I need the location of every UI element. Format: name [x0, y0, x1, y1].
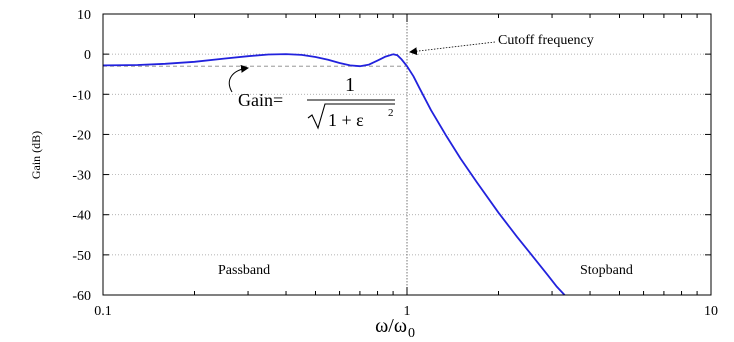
passband-label: Passband [218, 263, 270, 278]
x-tick-label: 10 [704, 304, 718, 319]
gain-formula-denominator: 1 + ε [328, 110, 364, 130]
y-tick-label: -30 [72, 169, 91, 184]
gain-formula: Gain= 1 1 + ε 2 [238, 74, 395, 130]
x-tick-label: 0.1 [94, 304, 112, 319]
x-axis-label: ω/ω [375, 315, 407, 337]
y-tick-label: -20 [72, 128, 91, 143]
y-tick-label: -10 [72, 88, 91, 103]
y-tick-label: -40 [72, 209, 91, 224]
gain-response-line [102, 53, 566, 296]
sqrt-symbol [307, 103, 395, 130]
gain-arrow [228, 64, 249, 93]
x-tick-label: 1 [404, 304, 411, 319]
y-axis-label: Gain (dB) [29, 131, 43, 179]
y-tick-label: -60 [72, 289, 91, 304]
y-tick-label: 0 [84, 48, 91, 63]
gain-formula-prefix: Gain= [238, 90, 283, 110]
gain-formula-numerator: 1 [345, 74, 355, 96]
stopband-label: Stopband [580, 263, 633, 278]
axis-ticks [102, 13, 712, 296]
y-tick-label: -50 [72, 249, 91, 264]
gain-formula-exponent: 2 [388, 107, 394, 119]
x-tick-labels: 0.1 1 10 [94, 304, 718, 319]
y-tick-labels: 10 0 -10 -20 -30 -40 -50 -60 [72, 8, 91, 304]
series-layer [102, 53, 566, 296]
y-tick-label: 10 [77, 8, 91, 23]
cutoff-arrow [409, 41, 496, 56]
cutoff-annotation: Cutoff frequency [498, 33, 594, 48]
x-axis-label-subscript: 0 [408, 326, 415, 341]
